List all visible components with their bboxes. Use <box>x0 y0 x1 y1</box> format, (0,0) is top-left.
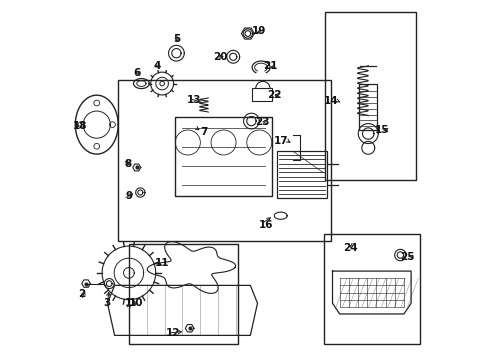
Text: 15: 15 <box>375 125 390 135</box>
Text: 21: 21 <box>264 62 278 71</box>
Text: 24: 24 <box>343 243 358 253</box>
Text: 18: 18 <box>73 121 87 131</box>
Text: 9: 9 <box>125 191 132 201</box>
Bar <box>129 244 238 344</box>
Bar <box>323 234 420 344</box>
Bar <box>359 84 377 130</box>
Text: 11: 11 <box>155 258 170 268</box>
Text: 19: 19 <box>251 26 266 36</box>
Text: 5: 5 <box>173 34 181 44</box>
Text: 7: 7 <box>200 127 208 137</box>
Text: 3: 3 <box>103 298 110 308</box>
Text: 2: 2 <box>78 289 85 299</box>
Text: 8: 8 <box>124 159 131 169</box>
Bar <box>252 88 272 102</box>
Text: 10: 10 <box>129 298 143 308</box>
Text: 22: 22 <box>267 90 282 100</box>
Bar <box>175 117 272 196</box>
Text: 25: 25 <box>400 252 415 262</box>
Text: 13: 13 <box>187 95 201 105</box>
Text: 1: 1 <box>125 298 132 308</box>
Text: 6: 6 <box>133 68 141 78</box>
Text: 14: 14 <box>323 96 338 107</box>
Bar <box>277 152 327 198</box>
Text: 4: 4 <box>154 61 161 71</box>
Text: 23: 23 <box>255 117 270 127</box>
Text: 16: 16 <box>258 220 273 230</box>
Text: 12: 12 <box>166 328 180 338</box>
Text: 20: 20 <box>214 52 228 62</box>
Bar <box>118 80 331 241</box>
Text: 17: 17 <box>273 136 288 146</box>
Bar <box>325 12 416 180</box>
